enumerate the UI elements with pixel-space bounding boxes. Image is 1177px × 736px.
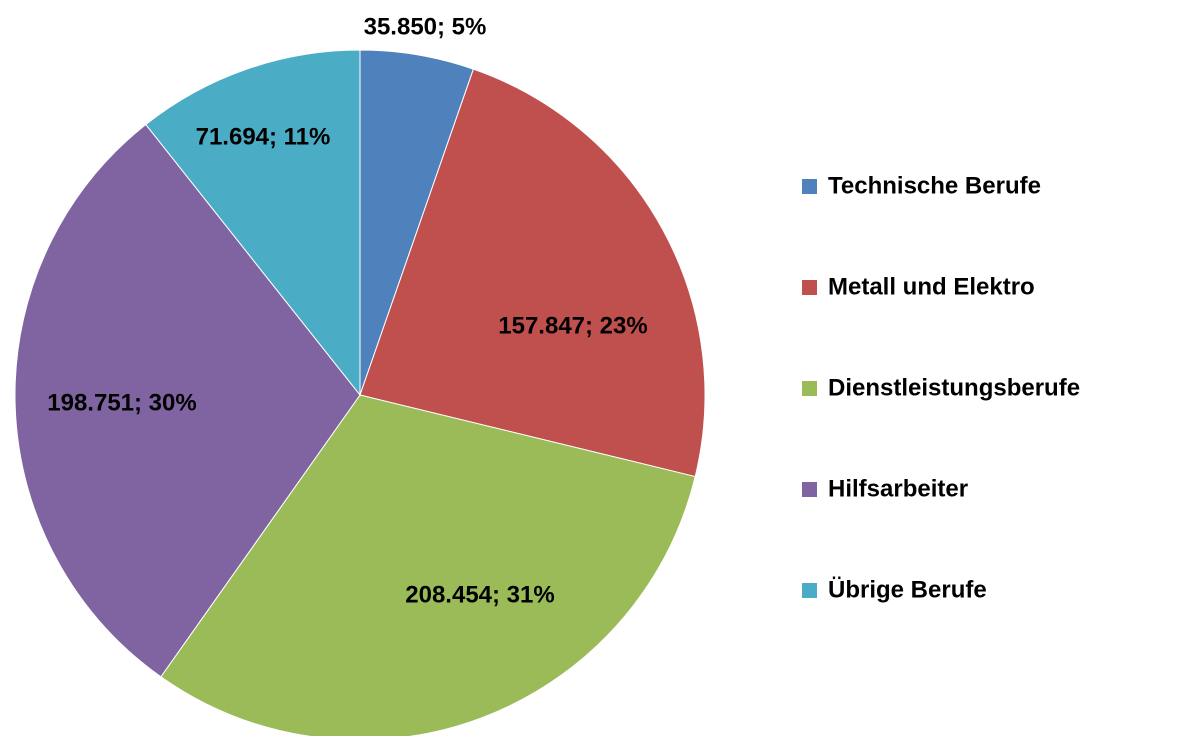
pie-slice — [359, 68, 706, 478]
legend-label: Hilfsarbeiter — [828, 475, 968, 502]
legend-swatch — [802, 381, 817, 396]
legend-swatch — [802, 280, 817, 295]
pie-slice — [160, 394, 696, 736]
data-label: 157.847; 23% — [498, 312, 647, 339]
data-label: 35.850; 5% — [364, 13, 487, 40]
legend-label: Technische Berufe — [828, 172, 1041, 199]
data-label: 208.454; 31% — [405, 581, 554, 608]
legend-label: Dienstleistungsberufe — [828, 374, 1080, 401]
data-label: 71.694; 11% — [196, 123, 331, 150]
pie-slice — [14, 123, 361, 678]
legend-swatch — [802, 482, 817, 497]
legend-label: Metall und Elektro — [828, 273, 1035, 300]
data-label: 198.751; 30% — [47, 389, 196, 416]
legend-swatch — [802, 583, 817, 598]
legend-swatch — [802, 179, 817, 194]
pie-slice — [145, 49, 361, 397]
legend-label: Übrige Berufe — [828, 576, 987, 603]
